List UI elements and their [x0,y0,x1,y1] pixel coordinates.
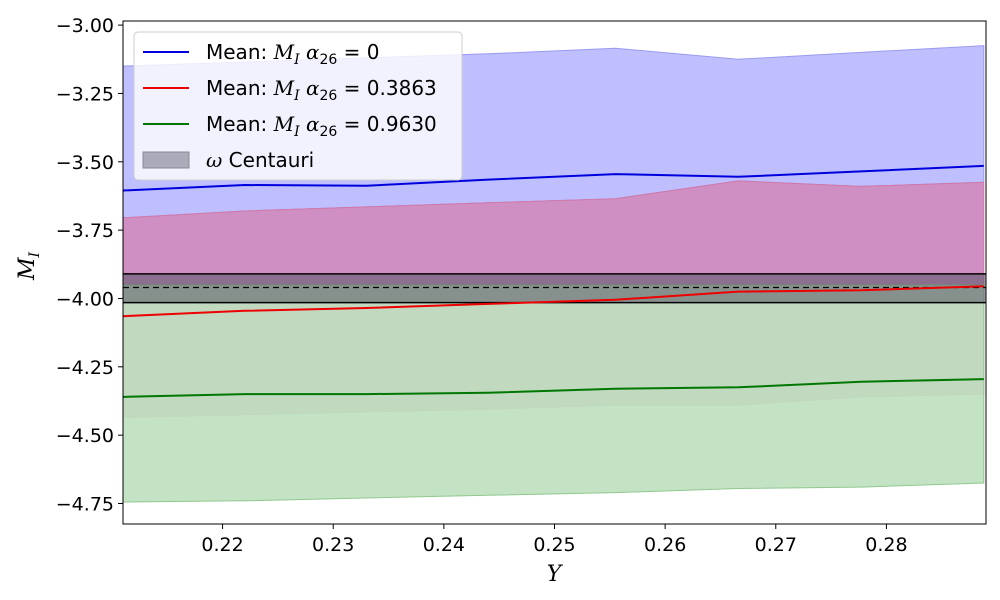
mean-line-series-1 [123,164,984,192]
legend-label-series-3: Mean: MI α26 = 0.9630 [206,112,437,140]
y-tick-label: −3.00 [56,15,114,37]
legend: Mean: MI α26 = 0 Mean: MI α26 = 0.3863 Mea… [133,31,463,181]
legend-label-series-1: Mean: MI α26 = 0 [206,40,380,68]
reference-band [123,273,986,303]
y-tick-label: −3.25 [56,83,114,105]
y-tick-label: −3.75 [56,220,114,242]
x-tick-label: 0.28 [865,534,907,556]
legend-label-reference: ω Centauri [206,148,314,172]
legend-box [133,31,463,181]
x-tick-label: 0.24 [423,534,465,556]
x-tick-label: 0.26 [644,534,686,556]
mean-line-series-2 [123,285,984,318]
legend-swatch-reference [142,151,190,169]
x-tick-label: 0.22 [201,534,243,556]
y-tick-label: −4.50 [56,425,114,447]
y-axis-label-main: M [15,257,40,281]
y-axis-ticks: −3.00 −3.25 −3.50 −3.75 −4.00 −4.25 −4.50 −4.75 [56,15,123,515]
y-axis-label: MI [15,252,43,282]
svg-text:MI: MI [15,252,43,282]
y-tick-label: −4.25 [56,357,114,379]
x-tick-label: 0.25 [533,534,575,556]
x-tick-label: 0.23 [312,534,354,556]
y-tick-label: −4.00 [56,288,114,310]
y-tick-label: −3.50 [56,152,114,174]
x-tick-label: 0.27 [755,534,797,556]
x-axis-ticks: 0.22 0.23 0.24 0.25 0.26 0.27 0.28 [201,524,908,556]
x-axis-label: Y [547,562,564,587]
mean-lines [123,164,986,398]
y-axis-label-sub: I [27,252,43,259]
y-tick-label: −4.75 [56,493,114,515]
legend-label-series-2: Mean: MI α26 = 0.3863 [206,76,437,104]
mean-line-series-3 [123,378,984,398]
